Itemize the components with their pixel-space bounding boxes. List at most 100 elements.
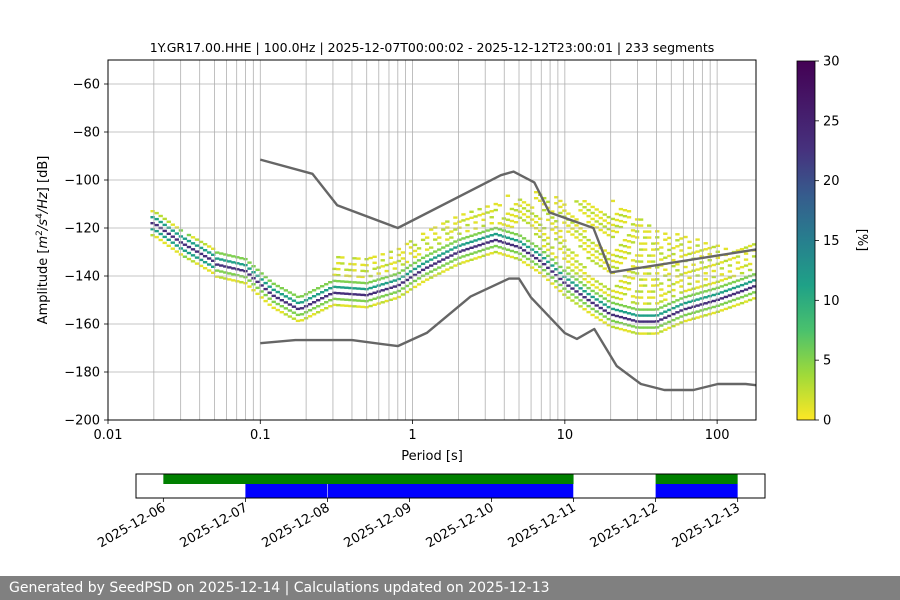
heatmap-cell <box>618 279 624 283</box>
heatmap-cell <box>445 226 450 229</box>
heatmap-cell <box>715 244 720 248</box>
heatmap-cell <box>154 229 159 233</box>
heatmap-cell <box>679 309 684 312</box>
heatmap-cell <box>715 262 720 266</box>
heatmap-cell <box>538 271 543 274</box>
heatmap-cell <box>320 297 325 300</box>
heatmap-cell <box>332 285 337 289</box>
heatmap-cell <box>610 265 616 269</box>
heatmap-cell <box>651 326 656 329</box>
heatmap-cell <box>751 297 756 300</box>
heatmap-cell <box>469 216 474 219</box>
heatmap-cell <box>622 250 628 254</box>
heatmap-cell <box>461 219 466 222</box>
heatmap-cell <box>400 275 406 278</box>
heatmap-cell <box>372 291 377 294</box>
heatmap-cell <box>703 266 708 269</box>
heatmap-cell <box>219 252 224 255</box>
heatmap-cell <box>538 247 543 250</box>
heatmap-cell <box>477 231 482 235</box>
heatmap-cell <box>659 258 664 261</box>
heatmap-cell <box>441 246 446 249</box>
heatmap-cell <box>356 257 361 260</box>
heatmap-cell <box>675 269 680 272</box>
heatmap-cell <box>743 294 749 297</box>
heatmap-cell <box>570 215 575 218</box>
heatmap-cell <box>489 234 494 237</box>
heatmap-cell <box>566 296 571 299</box>
heatmap-cell <box>465 229 470 233</box>
heatmap-cell <box>275 302 280 306</box>
heatmap-cell <box>719 303 725 306</box>
heatmap-cell <box>231 279 236 282</box>
heatmap-cell <box>424 260 430 263</box>
heatmap-cell <box>247 261 252 264</box>
heatmap-cell <box>505 224 511 227</box>
heatmap-cell <box>223 277 228 280</box>
heatmap-cell <box>263 281 268 285</box>
heatmap-cell <box>751 285 756 288</box>
heatmap-cell <box>493 238 498 242</box>
heatmap-cell <box>739 283 745 287</box>
heatmap-cell <box>533 250 539 254</box>
heatmap-cell <box>291 293 297 296</box>
heatmap-cell <box>324 301 329 304</box>
heatmap-cell <box>558 283 563 287</box>
heatmap-cell <box>731 286 737 290</box>
heatmap-cell <box>190 236 196 239</box>
heatmap-cell <box>372 267 377 270</box>
heatmap-cell <box>618 321 624 325</box>
heatmap-cell <box>618 315 624 319</box>
heatmap-cell <box>533 244 539 248</box>
heatmap-cell <box>517 246 523 249</box>
heatmap-cell <box>299 307 305 310</box>
heatmap-cell <box>186 257 192 261</box>
heatmap-cell <box>602 231 607 234</box>
heatmap-cell <box>663 256 668 259</box>
heatmap-cell <box>586 250 591 254</box>
heatmap-cell <box>538 265 543 268</box>
heatmap-cell <box>429 264 434 267</box>
heatmap-cell <box>695 268 700 271</box>
heatmap-cell <box>356 299 361 302</box>
heatmap-cell <box>590 295 595 299</box>
heatmap-cell <box>634 218 640 221</box>
heatmap-cell <box>404 242 410 246</box>
heatmap-cell <box>618 309 624 313</box>
heatmap-cell <box>550 216 555 219</box>
heatmap-cell <box>546 212 551 216</box>
heatmap-cell <box>659 318 664 321</box>
heatmap-cell <box>558 289 563 293</box>
heatmap-cell <box>328 281 333 284</box>
heatmap-cell <box>344 304 349 307</box>
heatmap-cell <box>582 230 587 233</box>
heatmap-cell <box>465 235 470 239</box>
heatmap-cell <box>590 307 595 311</box>
heatmap-cell <box>295 301 301 305</box>
heatmap-cell <box>275 284 280 288</box>
heatmap-cell <box>449 266 454 269</box>
heatmap-cell <box>202 243 208 246</box>
heatmap-cell <box>735 297 741 300</box>
heatmap-cell <box>360 305 365 309</box>
heatmap-cell <box>420 232 426 236</box>
heatmap-cell <box>219 270 224 273</box>
heatmap-cell <box>396 253 402 257</box>
heatmap-cell <box>396 247 402 251</box>
heatmap-cell <box>683 313 688 317</box>
heatmap-cell <box>667 236 672 240</box>
heatmap-cell <box>336 285 341 289</box>
heatmap-cell <box>699 315 704 318</box>
heatmap-cell <box>703 290 708 293</box>
heatmap-cell <box>695 238 700 241</box>
heatmap-cell <box>396 295 402 299</box>
heatmap-cell <box>703 242 708 245</box>
heatmap-cell <box>223 253 228 256</box>
heatmap-cell <box>618 249 624 253</box>
y-tick-label: −60 <box>73 78 100 93</box>
timeline-tick-label: 2025-12-09 <box>342 500 415 551</box>
heatmap-cell <box>368 292 373 296</box>
heatmap-cell <box>408 246 414 249</box>
heatmap-cell <box>546 236 551 240</box>
